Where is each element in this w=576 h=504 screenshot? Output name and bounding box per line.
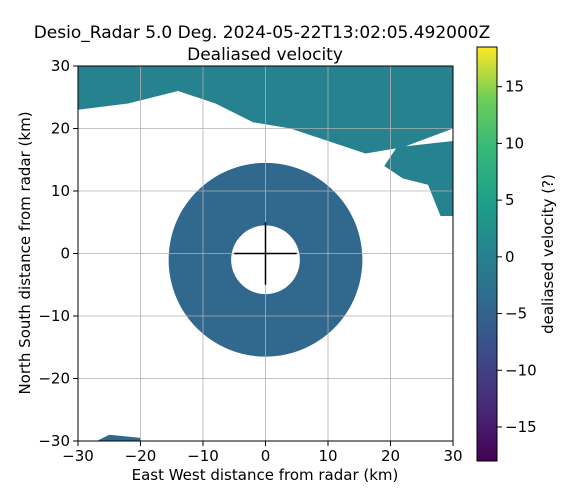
- y-tick-label: −20: [38, 370, 70, 388]
- region-southwest-fragment: [96, 434, 141, 441]
- colorbar-ticks: −15 −10 −5 0 5 10 15: [497, 78, 537, 436]
- radar-location-marker: [234, 222, 297, 285]
- grid-lines: [78, 66, 453, 441]
- colorbar-tick-label: 5: [505, 191, 515, 209]
- colorbar-tick-label: 15: [505, 78, 524, 96]
- colorbar-tick-label: −5: [505, 305, 527, 323]
- colorbar-label: dealiased velocity (?): [539, 174, 557, 334]
- x-tick-label: −10: [187, 447, 219, 465]
- colorbar-tick-label: 10: [505, 134, 524, 152]
- colorbar: −15 −10 −5 0 5 10 15: [476, 46, 537, 462]
- y-tick-label: 0: [60, 245, 70, 263]
- region-east-cell: [384, 141, 453, 216]
- x-tick-label: −20: [125, 447, 157, 465]
- y-axis-label: North South distance from radar (km): [16, 111, 34, 394]
- x-tick-label: 10: [318, 447, 337, 465]
- chart-title: Desio_Radar 5.0 Deg. 2024-05-22T13:02:05…: [34, 23, 491, 43]
- colorbar-tick-label: −10: [505, 361, 537, 379]
- x-axis-label: East West distance from radar (km): [132, 466, 399, 484]
- x-tick-label: 20: [381, 447, 400, 465]
- region-central-echo: [168, 162, 363, 357]
- colorbar-gradient: [476, 46, 498, 462]
- y-axis-ticks: −30 −20 −10 0 10 20 30: [38, 57, 78, 450]
- y-tick-label: 20: [51, 120, 70, 138]
- y-tick-label: 10: [51, 182, 70, 200]
- colorbar-tick-label: 0: [505, 248, 515, 266]
- y-tick-label: 30: [51, 57, 70, 75]
- y-tick-label: −10: [38, 307, 70, 325]
- y-tick-label: −30: [38, 432, 70, 450]
- plot-area: [78, 66, 453, 441]
- chart-subtitle: Dealiased velocity: [187, 45, 343, 65]
- x-tick-label: 30: [443, 447, 462, 465]
- colorbar-tick-label: −15: [505, 418, 537, 436]
- x-tick-label: 0: [261, 447, 271, 465]
- x-axis-ticks: −30 −20 −10 0 10 20 30: [62, 441, 463, 465]
- x-tick-label: −30: [62, 447, 94, 465]
